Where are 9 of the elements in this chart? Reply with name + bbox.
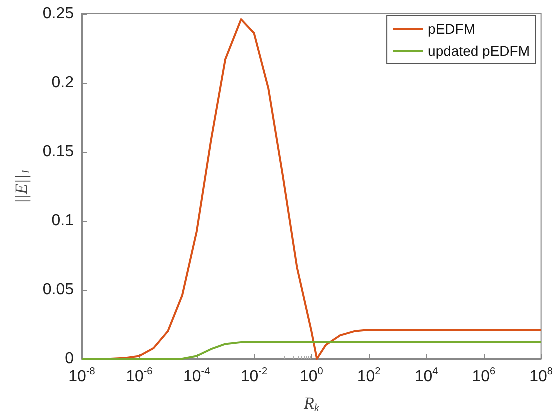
y-tick-label: 0.2 — [52, 74, 74, 92]
legend-label: pEDFM — [428, 21, 476, 37]
y-tick-label: 0.25 — [42, 6, 74, 22]
y-axis-title: ||E||1 — [12, 169, 32, 204]
y-tick-label: 0.05 — [42, 282, 74, 298]
legend-label: updated pEDFM — [428, 43, 530, 59]
y-tick-label: 0.1 — [52, 212, 74, 230]
y-tick-label: 0.15 — [42, 144, 74, 160]
y-tick-label: 0 — [65, 350, 74, 368]
